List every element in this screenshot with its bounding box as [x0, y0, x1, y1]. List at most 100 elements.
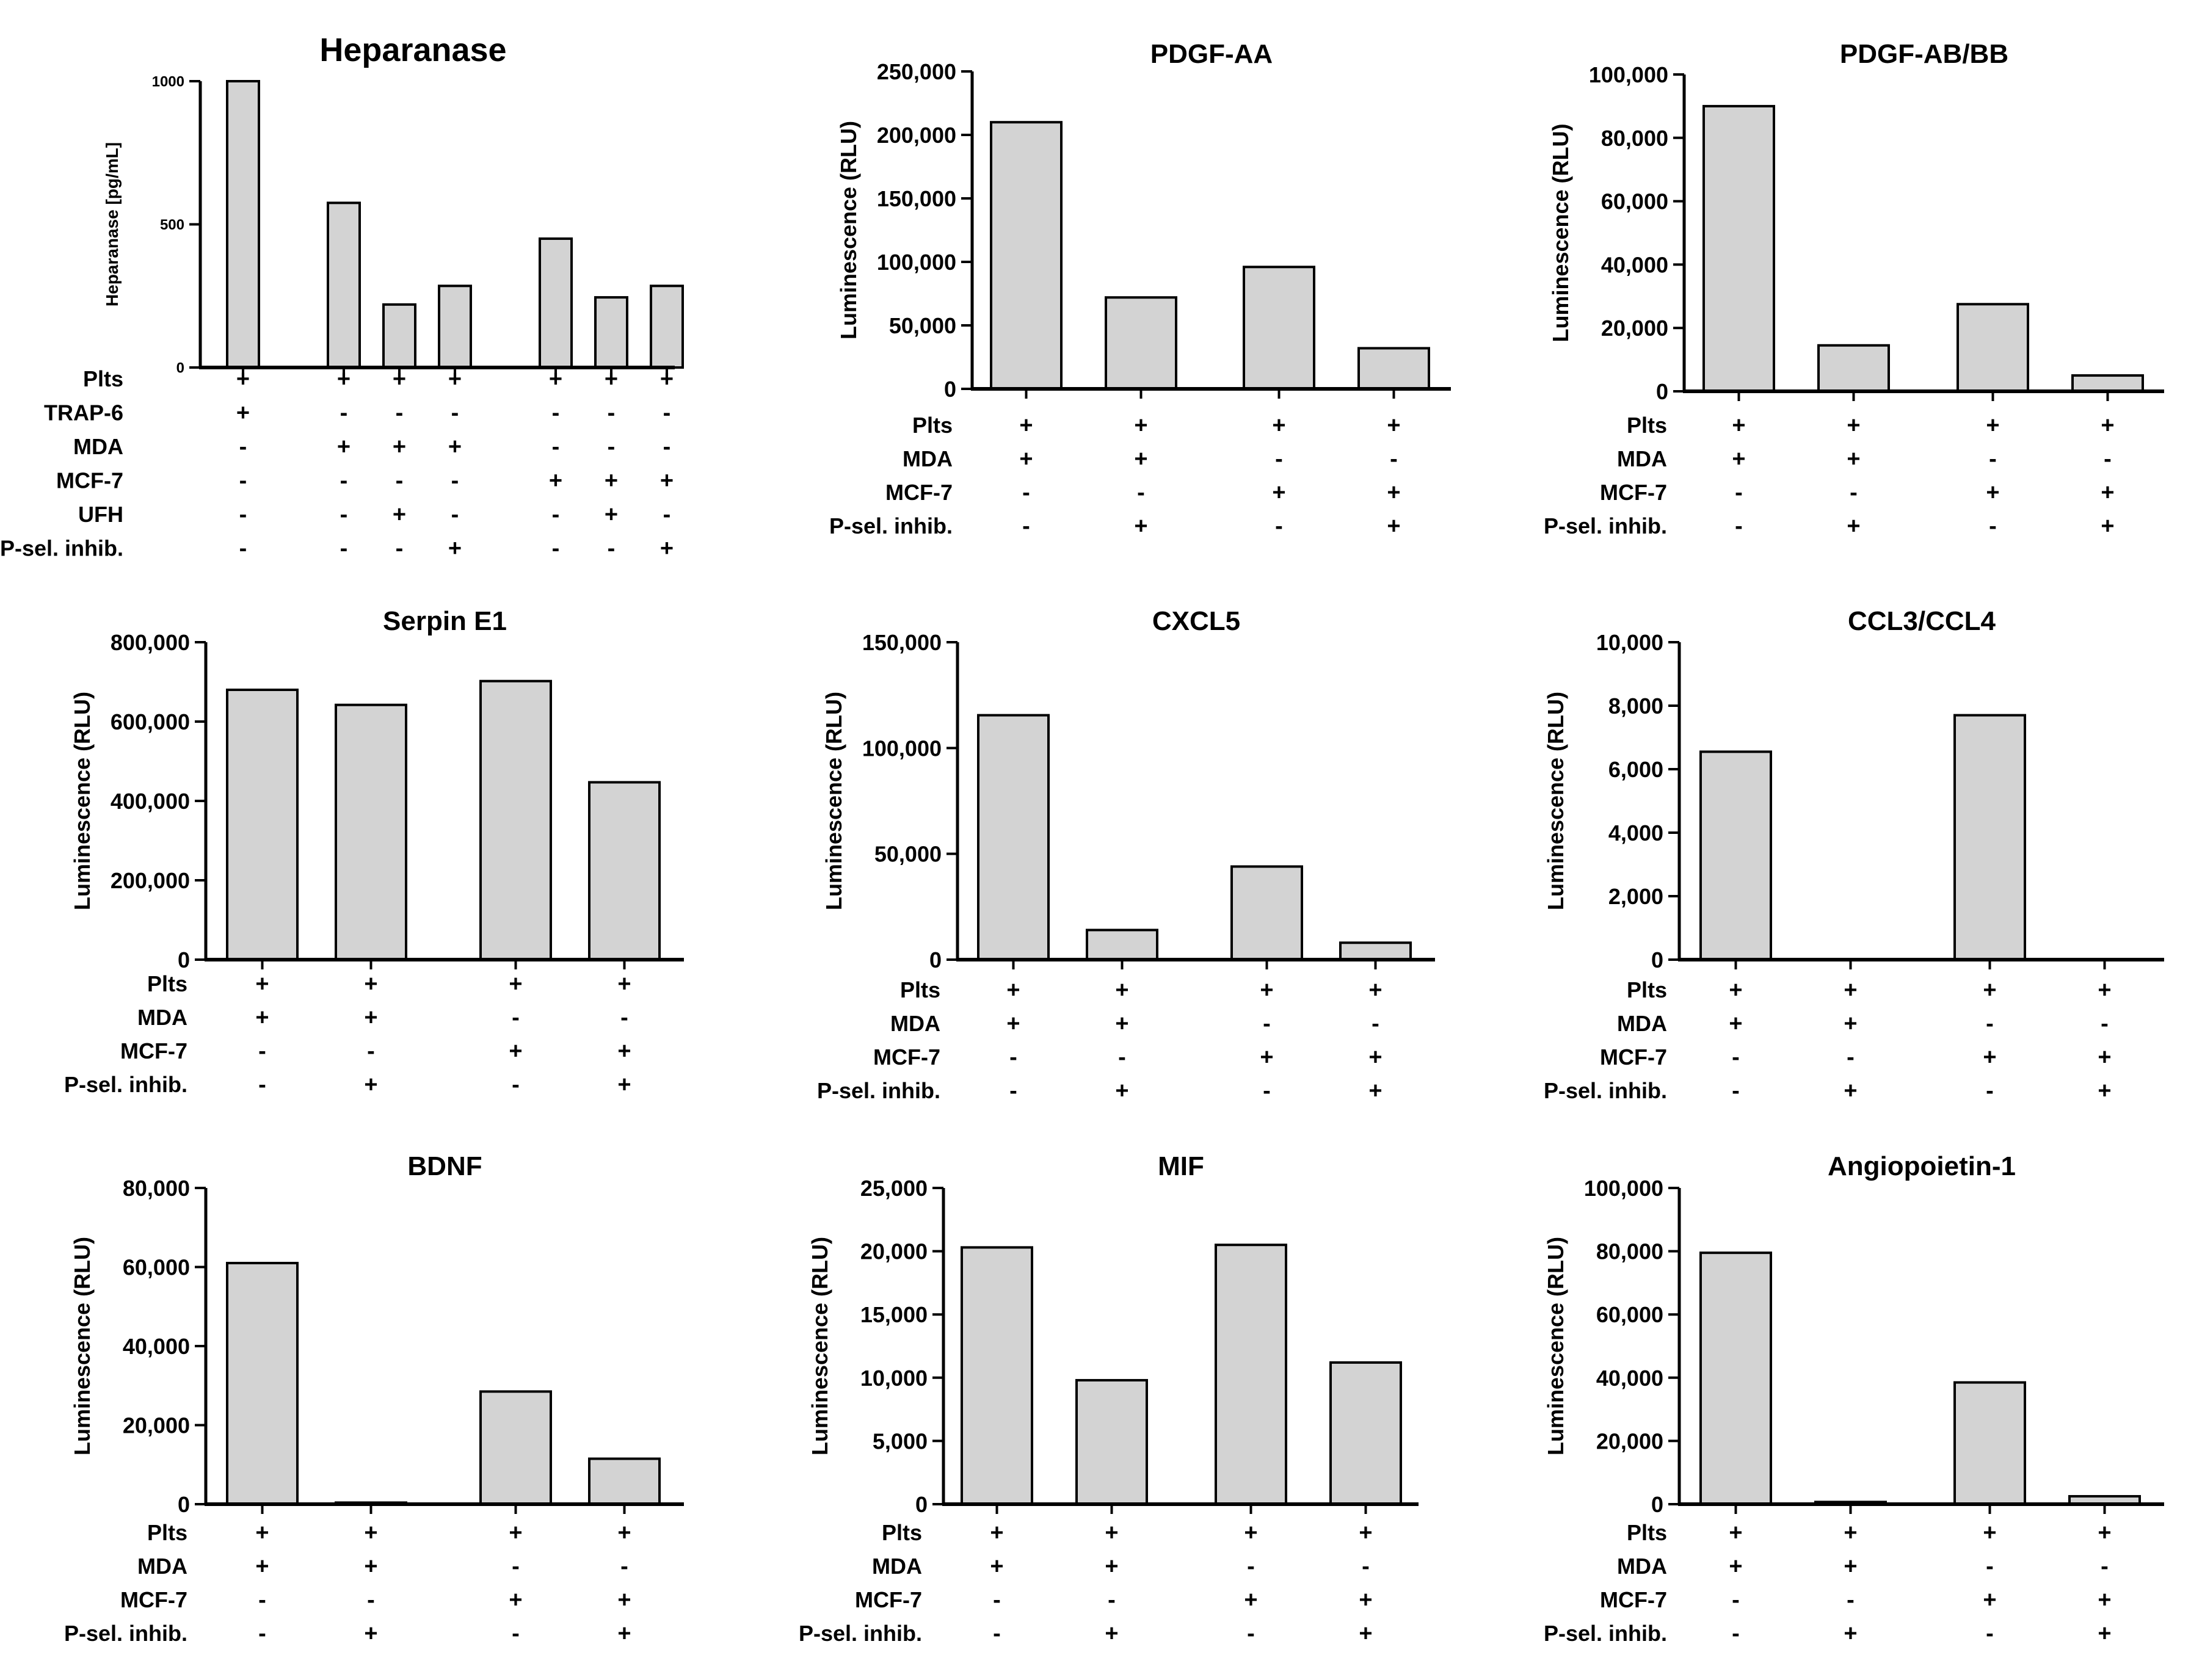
minus-sign: - — [1108, 1587, 1116, 1613]
y-tick-label: 50,000 — [889, 313, 956, 338]
plus-sign: + — [1244, 1587, 1257, 1613]
plus-sign: + — [2101, 480, 2114, 505]
condition-label-p-sel-inhib: P-sel. inhib. — [64, 1072, 187, 1097]
minus-sign: - — [512, 1072, 520, 1098]
minus-sign: - — [1118, 1045, 1126, 1070]
plus-sign: + — [2101, 513, 2114, 539]
minus-sign: - — [340, 400, 348, 426]
plus-sign: + — [255, 1520, 269, 1546]
bar-4 — [438, 284, 472, 369]
minus-sign: - — [451, 502, 459, 527]
bar-1 — [226, 689, 299, 961]
plus-sign: + — [1019, 413, 1033, 438]
y-tick-label: 8,000 — [1608, 693, 1663, 719]
plus-sign: + — [2098, 1587, 2111, 1613]
plus-sign: + — [990, 1520, 1003, 1546]
condition-label-mda: MDA — [137, 1005, 187, 1030]
y-tick-label: 600,000 — [111, 709, 190, 734]
minus-sign: - — [620, 1005, 628, 1030]
bar-2 — [1075, 1378, 1148, 1506]
minus-sign: - — [258, 1587, 266, 1613]
y-tick-label: 0 — [1651, 1492, 1663, 1517]
plus-sign: + — [2098, 1520, 2111, 1546]
y-axis-label: Luminescence (RLU) — [821, 692, 846, 910]
y-tick-label: 20,000 — [123, 1413, 190, 1438]
y-tick-label: 20,000 — [1596, 1428, 1663, 1454]
y-tick-label: 20,000 — [860, 1239, 928, 1264]
y-tick-label: 50,000 — [874, 842, 942, 867]
condition-label-p-sel-inhib: P-sel. inhib. — [1544, 513, 1667, 538]
minus-sign: - — [552, 400, 560, 426]
bar-2 — [335, 703, 407, 961]
y-tick-label: 0 — [944, 377, 956, 402]
condition-label-mda: MDA — [903, 446, 953, 471]
y-tick-label: 0 — [915, 1492, 928, 1517]
plus-sign: + — [393, 434, 406, 460]
plus-sign: + — [1729, 1554, 1742, 1579]
minus-sign: - — [1263, 1078, 1271, 1104]
minus-sign: - — [340, 502, 348, 527]
plus-sign: + — [2098, 1045, 2111, 1070]
y-axis-label: Luminescence (RLU) — [70, 1237, 95, 1455]
plus-sign: + — [448, 536, 462, 562]
bar-4 — [1357, 347, 1430, 390]
chart-title: PDGF-AB/BB — [1840, 39, 2008, 69]
bar-1 — [1699, 1251, 1772, 1505]
condition-label-p-sel-inhib: P-sel. inhib. — [799, 1621, 922, 1646]
minus-sign: - — [239, 502, 247, 527]
plus-sign: + — [617, 971, 631, 997]
minus-sign: - — [367, 1038, 375, 1064]
condition-label-plts: Plts — [147, 1520, 187, 1545]
plus-sign: + — [1847, 413, 1860, 438]
y-tick-label: 1000 — [152, 74, 184, 90]
minus-sign: - — [1732, 1045, 1740, 1070]
minus-sign: - — [239, 468, 247, 494]
minus-sign: - — [620, 1554, 628, 1579]
y-tick-label: 4,000 — [1608, 820, 1663, 845]
condition-label-mda: MDA — [1617, 446, 1667, 471]
condition-label-mda: MDA — [1617, 1554, 1667, 1579]
bar-1 — [1702, 104, 1775, 393]
minus-sign: - — [1986, 1554, 1994, 1579]
plus-sign: + — [1006, 977, 1020, 1003]
plus-sign: + — [509, 1587, 522, 1613]
y-tick-label: 100,000 — [1589, 62, 1668, 87]
bar-3 — [1230, 865, 1303, 961]
condition-label-plts: Plts — [882, 1520, 922, 1545]
plus-sign: + — [236, 366, 250, 392]
plus-sign: + — [337, 434, 351, 460]
y-tick-label: 150,000 — [877, 186, 956, 211]
condition-label-mda: MDA — [872, 1554, 922, 1579]
condition-label-p-sel-inhib: P-sel. inhib. — [829, 513, 953, 538]
bar-4 — [588, 781, 661, 961]
y-axis-label: Luminescence (RLU) — [807, 1237, 832, 1455]
minus-sign: - — [2101, 1011, 2109, 1037]
minus-sign: - — [993, 1621, 1001, 1646]
bar-3 — [479, 679, 552, 961]
bar-7 — [650, 284, 684, 369]
y-tick-label: 40,000 — [1596, 1366, 1663, 1391]
plus-sign: + — [364, 1005, 377, 1030]
minus-sign: - — [2104, 446, 2112, 472]
plus-sign: + — [1115, 1078, 1128, 1104]
plus-sign: + — [1844, 977, 1857, 1003]
bar-3 — [1215, 1244, 1287, 1505]
y-tick-label: 5,000 — [873, 1428, 928, 1454]
minus-sign: - — [1732, 1587, 1740, 1613]
plus-sign: + — [1272, 480, 1285, 505]
minus-sign: - — [396, 400, 404, 426]
plus-sign: + — [393, 366, 406, 392]
chart-title: CXCL5 — [1152, 606, 1240, 636]
plus-sign: + — [1986, 413, 1999, 438]
minus-sign: - — [1362, 1554, 1370, 1579]
minus-sign: - — [396, 468, 404, 494]
y-axis-label: Heparanase [pg/mL] — [103, 142, 122, 306]
plus-sign: + — [255, 971, 269, 997]
minus-sign: - — [258, 1072, 266, 1098]
plus-sign: + — [1844, 1520, 1857, 1546]
plus-sign: + — [660, 536, 674, 562]
plus-sign: + — [990, 1554, 1003, 1579]
y-tick-label: 0 — [178, 947, 190, 972]
plus-sign: + — [1105, 1554, 1118, 1579]
